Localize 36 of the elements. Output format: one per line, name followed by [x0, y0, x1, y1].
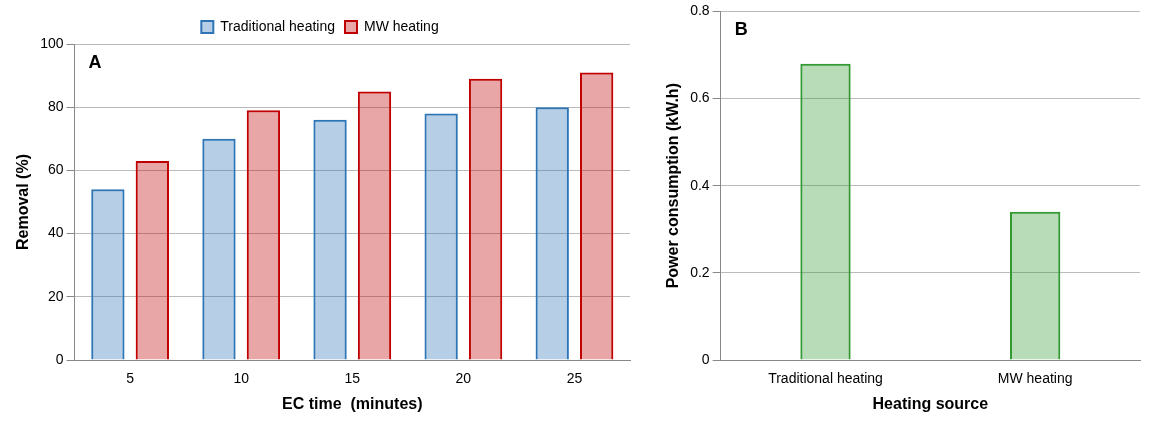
- bar: [468, 78, 503, 360]
- y-tick-label: 0.8: [690, 2, 710, 19]
- bar: [580, 72, 614, 360]
- bar: [202, 138, 236, 360]
- x-axis-title: Heating source: [872, 394, 989, 412]
- x-tick-label: 15: [344, 370, 361, 387]
- x-tick-label: 10: [233, 370, 250, 387]
- annotation: A: [88, 51, 102, 72]
- annotation: B: [734, 19, 748, 40]
- y-tick-label: 80: [47, 98, 64, 115]
- y-axis-title: Removal (%): [14, 153, 32, 251]
- bar: [246, 110, 281, 360]
- bar: [313, 119, 347, 360]
- y-tick-label: 40: [47, 224, 64, 241]
- y-tick-label: 100: [40, 34, 64, 51]
- legend-label: MW heating: [363, 17, 439, 34]
- y-tick-label: 0.4: [690, 176, 710, 193]
- y-tick-label: 0: [55, 350, 64, 367]
- bar: [135, 160, 169, 360]
- x-axis-title: EC time (minutes): [282, 394, 423, 412]
- y-axis-title: Power consumption (kW.h): [664, 83, 682, 289]
- x-tick-label: 20: [455, 370, 472, 387]
- x-tick-label: 25: [566, 370, 583, 387]
- y-tick-label: 60: [47, 161, 64, 178]
- x-tick-label: Traditional heating: [768, 370, 883, 387]
- bar: [357, 91, 392, 360]
- legend-label: Traditional heating: [220, 17, 335, 34]
- y-tick-label: 20: [47, 287, 64, 304]
- bar: [424, 113, 458, 360]
- bar: [535, 107, 569, 360]
- x-tick-label: MW heating: [997, 370, 1073, 387]
- y-tick-label: 0.6: [690, 89, 710, 106]
- y-tick-label: 0: [701, 350, 710, 367]
- y-tick-label: 0.2: [690, 263, 710, 280]
- x-tick-label: 5: [126, 370, 135, 387]
- bar: [91, 189, 125, 360]
